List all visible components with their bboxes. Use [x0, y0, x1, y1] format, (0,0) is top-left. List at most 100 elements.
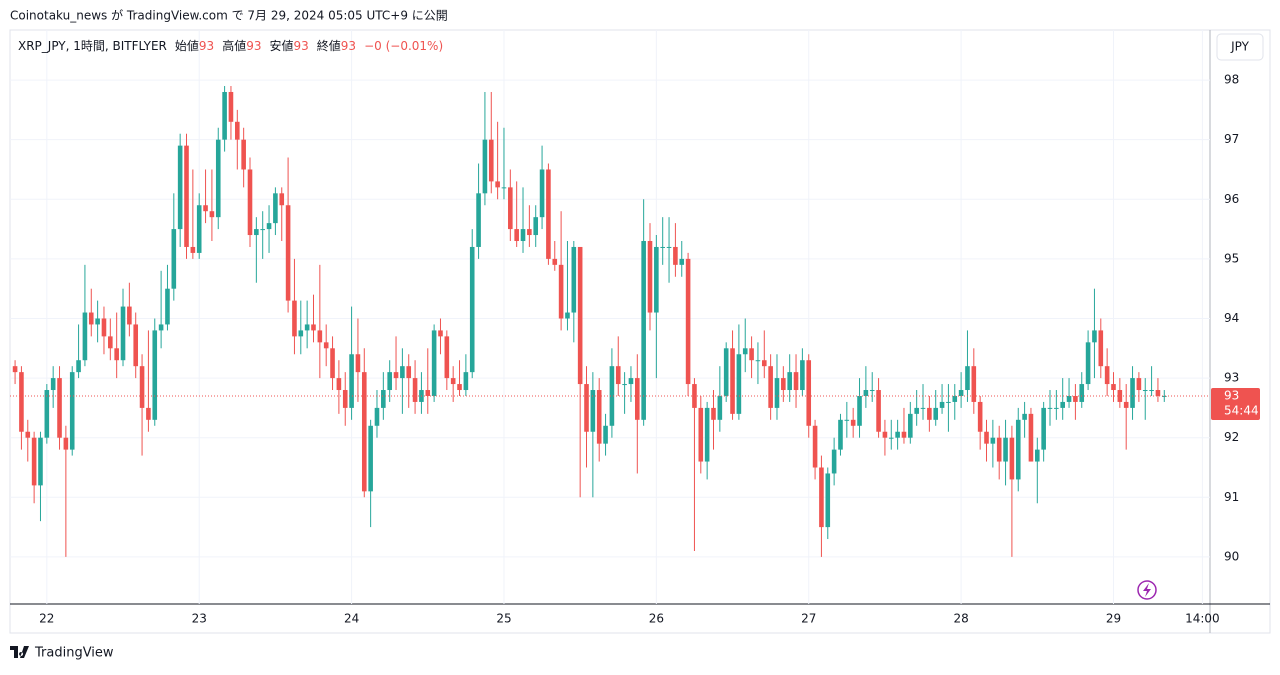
candle-body — [768, 366, 773, 408]
candle-body — [819, 467, 824, 528]
candle-body — [971, 366, 977, 402]
candle-body — [108, 336, 113, 349]
candle-body — [857, 395, 862, 426]
candle-body — [844, 419, 850, 421]
currency-box — [1216, 33, 1264, 61]
candle-body — [114, 348, 119, 361]
candle-body — [152, 330, 158, 420]
candle-body — [514, 229, 519, 242]
candle-body — [457, 384, 462, 391]
candle-body — [342, 390, 348, 408]
legend-value: 93 — [294, 39, 309, 53]
candle-body — [1155, 390, 1161, 396]
candle-body — [101, 318, 107, 337]
candle-body — [133, 324, 139, 367]
candle-body — [304, 324, 310, 331]
candle-body — [1054, 407, 1059, 409]
candle-body — [933, 407, 939, 420]
candle-body — [508, 187, 513, 230]
candle-body — [666, 246, 672, 248]
candle-body — [1079, 384, 1085, 402]
candle-body — [349, 354, 354, 408]
y-tick-label: 96 — [1224, 192, 1239, 206]
candle-body — [920, 407, 926, 409]
y-tick-label: 94 — [1224, 311, 1239, 325]
candle-body — [1015, 419, 1021, 480]
candle-body — [781, 378, 786, 391]
candle-body — [577, 246, 583, 385]
y-tick-label: 91 — [1224, 490, 1239, 504]
candle-body — [527, 229, 532, 236]
x-tick-label: 26 — [649, 612, 664, 626]
price-label-box — [1211, 387, 1260, 420]
candle-body — [25, 431, 31, 438]
candle-body — [1092, 330, 1097, 343]
legend-value: 93 — [341, 39, 356, 53]
candle-body — [704, 407, 710, 462]
candle-body — [654, 246, 659, 313]
y-tick-label: 97 — [1224, 132, 1239, 146]
candle-body — [774, 378, 780, 408]
legend-label: 終値 — [317, 38, 341, 53]
candle-body — [254, 229, 259, 236]
candle-body — [685, 258, 691, 385]
candle-body — [361, 372, 367, 492]
candle-body — [1047, 407, 1053, 409]
candle-body — [927, 407, 932, 420]
candle-body — [730, 348, 735, 414]
candle-body — [76, 360, 81, 373]
candle-body — [615, 366, 621, 385]
price-label: 93 — [1224, 388, 1239, 402]
candle-body — [476, 193, 481, 247]
y-tick-label: 93 — [1224, 371, 1239, 385]
candle-body — [749, 348, 754, 361]
grid — [10, 30, 1210, 604]
countdown: 54:44 — [1224, 403, 1259, 417]
candle-body — [165, 288, 170, 325]
candle-body — [717, 395, 723, 420]
candle-body — [184, 145, 189, 247]
candle-body — [850, 419, 856, 426]
candle-body — [946, 401, 951, 403]
candle-body — [19, 372, 24, 432]
legend-label: 安値 — [269, 38, 293, 53]
candle-body — [50, 378, 56, 391]
candle-body — [831, 449, 837, 474]
candle-body — [387, 372, 392, 391]
candle-body — [266, 223, 272, 230]
candle-body — [628, 378, 634, 385]
legend-value: 93 — [199, 39, 214, 53]
candle-body — [31, 437, 37, 486]
candle-body — [984, 431, 989, 444]
candle-body — [1085, 342, 1091, 385]
candle-body — [1142, 390, 1148, 392]
candle-body — [1003, 437, 1008, 462]
candle-body — [622, 384, 627, 386]
candle-body — [273, 193, 278, 224]
candle-body — [317, 330, 323, 343]
candle-body — [825, 473, 831, 528]
frame — [9, 29, 1271, 634]
candle-body — [469, 246, 475, 373]
candle-body — [222, 91, 227, 140]
candle-body — [965, 366, 970, 391]
candle-body — [488, 139, 494, 182]
candle-body — [1098, 330, 1104, 367]
candle-body — [438, 330, 443, 337]
candle-body — [895, 431, 900, 438]
candle-body — [736, 354, 742, 414]
candle-body — [1161, 395, 1167, 397]
change: −0 (−0.01%) — [364, 39, 443, 53]
candle-body — [450, 378, 456, 385]
candles — [12, 86, 1167, 557]
candle-body — [901, 431, 907, 438]
candle-body — [279, 193, 285, 206]
candle-body — [888, 437, 894, 439]
candle-body — [603, 425, 608, 444]
currency: JPY — [1230, 40, 1250, 54]
x-tick-label: 25 — [496, 612, 511, 626]
candle-body — [127, 306, 132, 325]
candle-body — [723, 348, 729, 396]
